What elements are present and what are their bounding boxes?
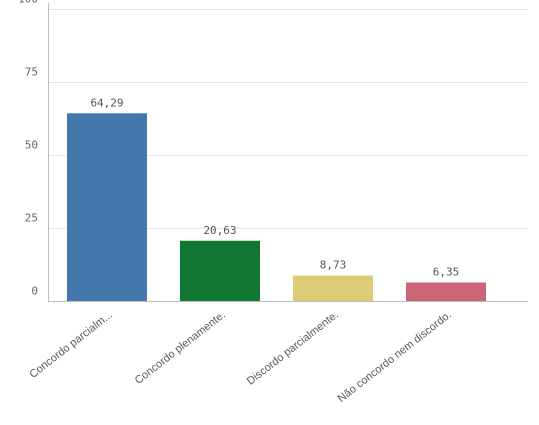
bar-value-label: 8,73 xyxy=(320,259,347,272)
x-category-label: Não concordo nem discordo. xyxy=(336,309,454,405)
x-category-label: Discordo parcialmente. xyxy=(245,309,341,388)
x-category-label: Concordo parcialm... xyxy=(27,309,114,381)
x-axis-category-labels: Concordo parcialm... Concordo plenamente.… xyxy=(27,309,453,405)
y-tick-label: 50 xyxy=(25,139,38,152)
bar-value-label: 64,29 xyxy=(90,96,123,109)
y-tick-label: 100 xyxy=(18,0,38,6)
x-category-label: Concordo plenamente. xyxy=(133,309,228,387)
bar-value-label: 6,35 xyxy=(433,265,460,278)
y-tick-label: 0 xyxy=(31,285,38,298)
y-tick-label: 25 xyxy=(25,212,38,225)
bar xyxy=(293,275,373,301)
bar xyxy=(406,282,486,301)
bar-value-label: 20,63 xyxy=(203,224,236,237)
y-tick-label: 75 xyxy=(25,66,38,79)
bar xyxy=(180,240,260,301)
bar xyxy=(67,113,147,302)
bars xyxy=(67,113,486,302)
axes xyxy=(48,3,528,302)
data-labels: 64,29 20,63 8,73 6,35 xyxy=(90,96,459,278)
y-axis-ticks: 0 25 50 75 100 xyxy=(18,0,38,298)
